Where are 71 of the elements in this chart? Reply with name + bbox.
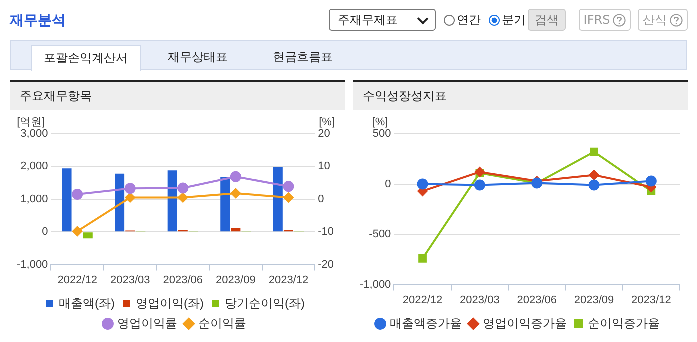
y-tick-label: 3,000	[20, 128, 48, 140]
text: IFRS	[584, 13, 610, 27]
y-tick-label: -1,000	[360, 278, 392, 291]
y-tick-label: -500	[369, 228, 392, 241]
chart-title: 주요재무항목	[10, 82, 345, 110]
x-tick-label: 2023/12	[632, 294, 672, 306]
y2-tick-label: 10	[318, 160, 330, 173]
point	[474, 180, 486, 191]
legend-label: 영업이익증가율	[483, 316, 567, 330]
x-tick-label: 2023/03	[460, 294, 500, 306]
text: 검색	[528, 9, 566, 31]
legend-label: 순이익률	[198, 316, 246, 330]
legend-label: 매출액(좌)	[59, 296, 116, 310]
x-tick-label: 2022/12	[58, 274, 98, 286]
x-tick-label: 2023/06	[163, 274, 204, 286]
x-tick-label: 2023/09	[216, 274, 256, 286]
bar	[83, 232, 93, 239]
bar	[220, 177, 230, 232]
x-tick-label: 2022/12	[402, 294, 443, 306]
point	[418, 254, 427, 263]
text: 재무분석	[10, 12, 66, 30]
point	[589, 170, 600, 180]
x-tick-label: 2023/12	[268, 274, 309, 286]
point	[178, 182, 189, 194]
point	[588, 180, 600, 191]
y2-tick-label: -10	[318, 226, 334, 238]
bar	[273, 167, 283, 232]
bar	[115, 174, 125, 232]
bar	[62, 168, 72, 232]
y-tick-label: 1,000	[20, 193, 48, 206]
bar	[231, 228, 241, 232]
text: 분기	[502, 12, 526, 29]
point	[178, 192, 188, 203]
text: 포괄손익계산서	[31, 45, 141, 71]
legend-label: 당기순이익(좌)	[224, 296, 305, 310]
y-tick-label: 0	[385, 178, 392, 190]
point	[72, 188, 84, 200]
point	[125, 192, 136, 203]
chart-title: 수익성장성지표	[353, 82, 688, 110]
y2-axis-title: [%]	[319, 116, 336, 129]
text: 재무상태표	[167, 49, 229, 66]
legend-label: 영업이익(좌)	[136, 296, 204, 310]
point	[590, 148, 598, 156]
x-tick-label: 2023/03	[110, 274, 150, 286]
y-tick-label: 2,000	[20, 160, 48, 173]
y-axis-title: [억원]	[17, 116, 46, 129]
y-tick-label: 500	[372, 128, 392, 140]
text: 현금흐름표	[272, 49, 334, 66]
point	[124, 183, 136, 194]
y2-tick-label: -20	[318, 258, 334, 271]
point	[72, 226, 83, 236]
point	[284, 192, 294, 203]
y-tick-label: 0	[42, 226, 48, 238]
y-axis-title: [%]	[372, 116, 388, 129]
point	[230, 188, 241, 199]
text: 연간	[457, 12, 481, 29]
legend-label: 영업이익률	[118, 316, 178, 330]
y2-tick-label: 0	[318, 193, 324, 206]
point	[230, 171, 242, 182]
y2-tick-label: 20	[318, 128, 330, 140]
legend-label: 순이익증가율	[588, 316, 660, 330]
bar	[168, 170, 178, 232]
y-tick-label: -1,000	[16, 258, 48, 271]
point	[283, 181, 294, 192]
legend-label: 매출액증가율	[390, 316, 462, 330]
point	[646, 176, 657, 187]
point	[417, 178, 428, 190]
text: 주재무제표	[338, 12, 399, 28]
text: 산식	[643, 12, 667, 28]
x-tick-label: 2023/09	[574, 294, 614, 306]
x-tick-label: 2023/06	[517, 294, 557, 306]
